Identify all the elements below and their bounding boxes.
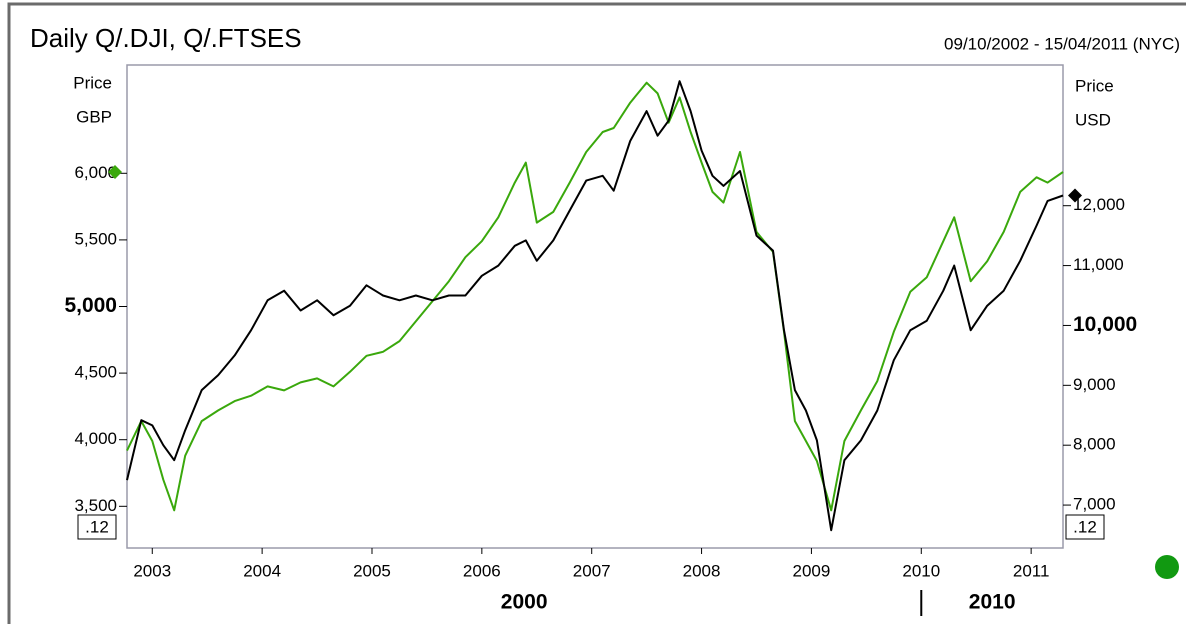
price-line bbox=[126, 81, 1064, 512]
y2-tick-label: 7,000 bbox=[1073, 495, 1116, 514]
scale-box bbox=[77, 514, 117, 540]
plot-area bbox=[126, 64, 1064, 549]
x-tick-label: 2008 bbox=[683, 561, 721, 580]
x-tick-label: 2004 bbox=[243, 561, 281, 580]
last-value-marker bbox=[1068, 188, 1082, 203]
x-tick-label: 2003 bbox=[133, 561, 171, 580]
y2-tick-label: 9,000 bbox=[1073, 375, 1116, 394]
status-dot bbox=[1155, 555, 1179, 579]
y-axis-unit: GBP bbox=[76, 107, 112, 126]
x-tick-label: 2005 bbox=[353, 561, 391, 580]
y2-tick-label: 12,000 bbox=[1073, 195, 1125, 214]
x-tick-label: 2009 bbox=[793, 561, 831, 580]
y-tick-label: 4,000 bbox=[74, 429, 117, 448]
y-tick-label: 3,500 bbox=[74, 496, 117, 515]
x-tick-label: 2010 bbox=[902, 561, 940, 580]
y-tick-label: 4,500 bbox=[74, 363, 117, 382]
x-tick-label: 2011 bbox=[1013, 561, 1050, 580]
y2-axis-label: Price bbox=[1075, 76, 1114, 95]
x-tick-label: 2006 bbox=[463, 561, 501, 580]
y-tick-label: 5,500 bbox=[74, 229, 117, 248]
last-value-marker bbox=[108, 164, 122, 179]
price-line bbox=[126, 80, 1064, 532]
y-tick-label: 5,000 bbox=[64, 294, 117, 317]
y2-tick-label: 11,000 bbox=[1073, 255, 1124, 274]
y-axis-label: Price bbox=[73, 73, 112, 92]
scale-box bbox=[1065, 514, 1105, 540]
scale-label: .12 bbox=[1073, 517, 1097, 536]
y2-tick-label: 8,000 bbox=[1073, 435, 1116, 454]
x-tick-label: 2007 bbox=[573, 561, 611, 580]
y2-tick-label: 10,000 bbox=[1073, 313, 1137, 336]
scale-label: .12 bbox=[85, 517, 109, 536]
y2-axis-unit: USD bbox=[1075, 110, 1111, 129]
y-tick-label: 6,000 bbox=[74, 163, 117, 182]
decade-label: 2000 bbox=[501, 591, 548, 614]
chart-title: Daily Q/.DJI, Q/.FTSES bbox=[30, 23, 302, 53]
decade-label: 2010 bbox=[969, 591, 1016, 614]
date-range: 09/10/2002 - 15/04/2011 (NYC) bbox=[944, 34, 1180, 53]
